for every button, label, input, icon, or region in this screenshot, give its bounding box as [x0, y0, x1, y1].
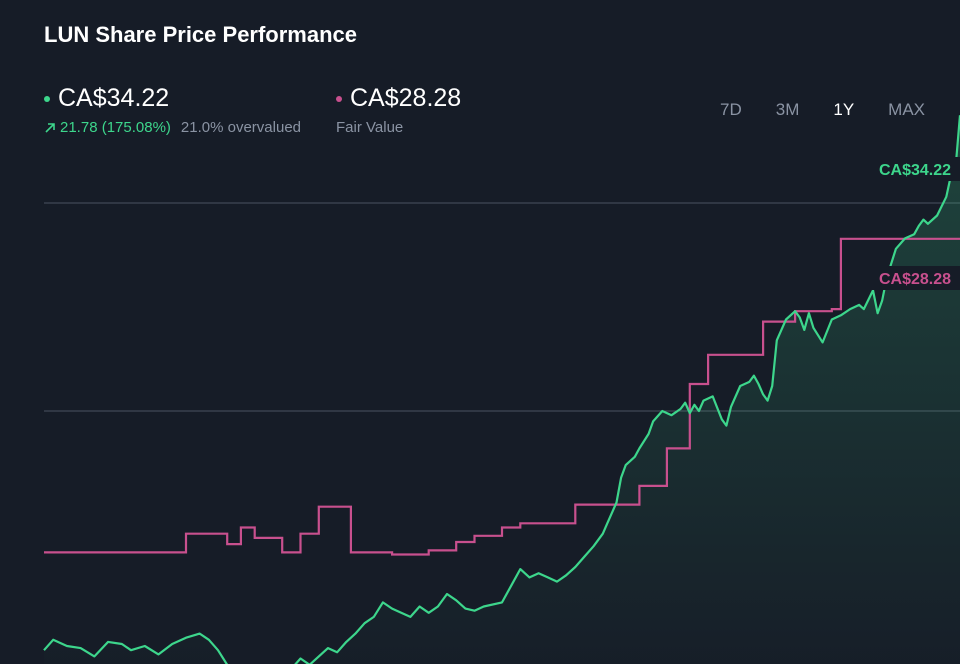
price-line: [43, 115, 960, 664]
price-change: 21.78 (175.08%): [60, 119, 171, 136]
price-end-label-bg: [872, 157, 960, 181]
price-area: [44, 115, 960, 664]
fair-value-value: CA$28.28: [350, 84, 462, 112]
range-7d[interactable]: 7D: [720, 100, 742, 119]
arrow-up-right-icon: [45, 122, 55, 133]
range-1y[interactable]: 1Y: [833, 100, 855, 119]
price-end-label: CA$34.22: [879, 162, 951, 179]
valuation-status: 21.0% overvalued: [180, 119, 302, 136]
legend-price: CA$34.22 21.78 (175.08%) 21.0% overvalue…: [44, 84, 301, 136]
legend-fair-value: CA$28.28 Fair Value: [336, 84, 461, 136]
fair-value-end-label-bg: [872, 266, 960, 290]
price-value: CA$34.22: [58, 84, 170, 112]
fair-value-label: Fair Value: [336, 119, 404, 136]
fair-value-dot-icon: [336, 95, 342, 102]
range-max[interactable]: MAX: [888, 100, 925, 119]
chart-title: LUN Share Price Performance: [44, 22, 358, 47]
price-dot-icon: [44, 95, 50, 102]
fair-value-end-label: CA$28.28: [879, 271, 951, 288]
range-3m[interactable]: 3M: [775, 100, 800, 119]
fair-value-line: [44, 237, 960, 556]
range-selector: 7D 3M 1Y MAX: [703, 98, 942, 122]
